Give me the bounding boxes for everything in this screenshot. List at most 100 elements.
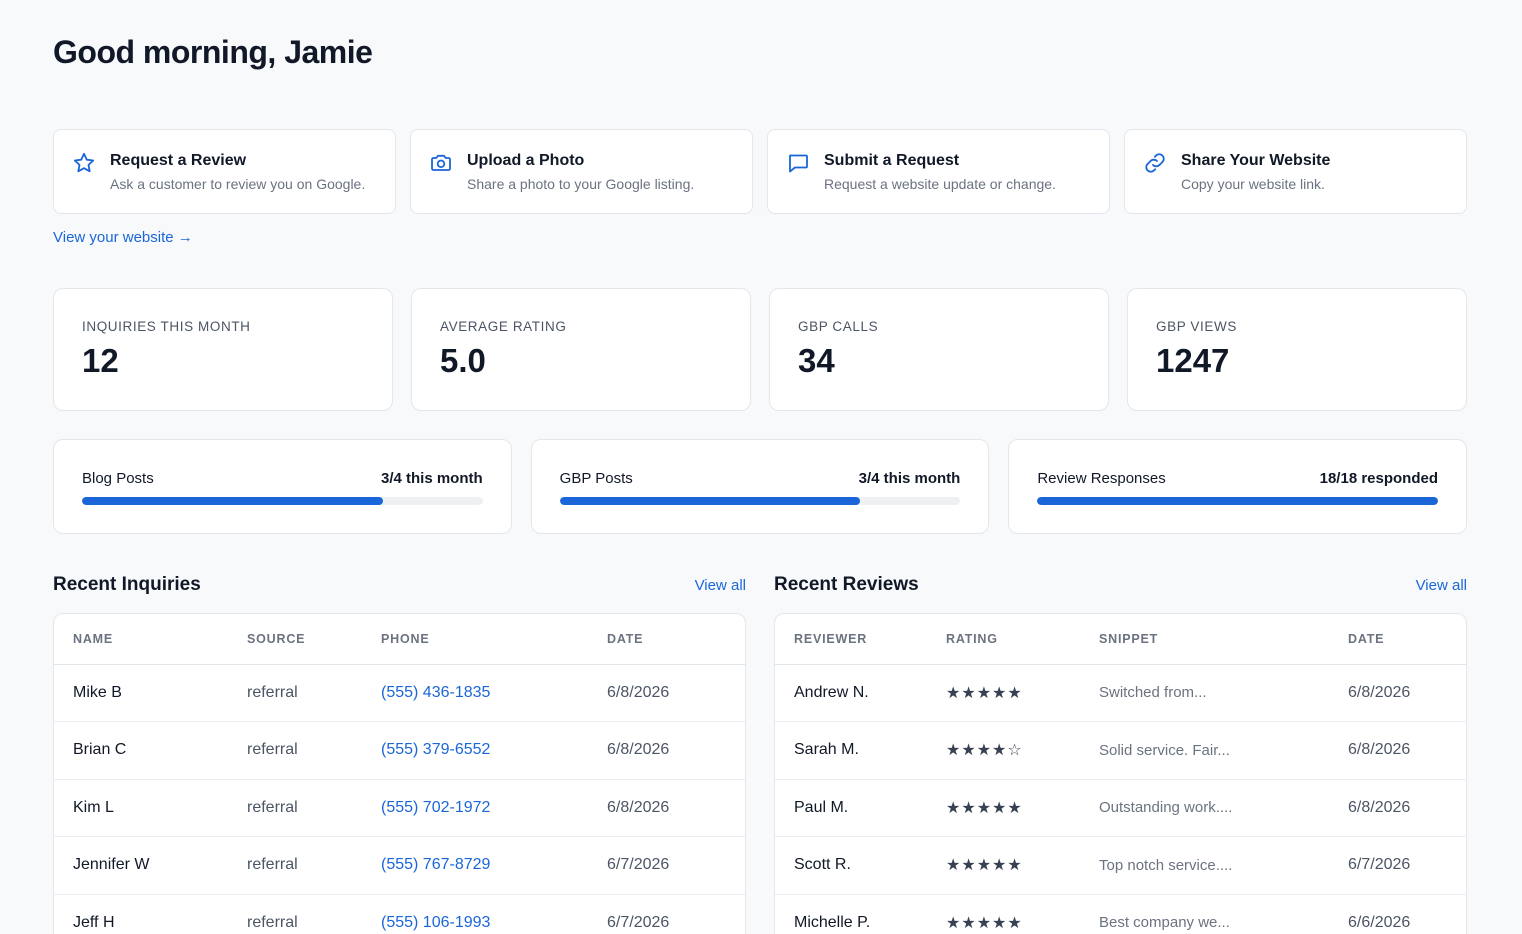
column-header: RATING [927, 614, 1080, 665]
phone-link[interactable]: (555) 379-6552 [362, 721, 588, 780]
action-subtitle: Share a photo to your Google listing. [467, 176, 695, 192]
cell-name: Jeff H [54, 894, 228, 934]
progress-label: Blog Posts [82, 470, 154, 487]
cell-reviewer: Andrew N. [775, 664, 927, 722]
table-row[interactable]: Michelle P. ★★★★★ Best company we... 6/6… [775, 894, 1466, 934]
star-icon [72, 151, 98, 177]
cell-name: Brian C [54, 721, 228, 780]
cell-date: 6/7/2026 [588, 894, 745, 934]
phone-link[interactable]: (555) 767-8729 [362, 836, 588, 895]
inquiries-header: Recent Inquiries View all [53, 574, 746, 596]
action-title: Upload a Photo [467, 152, 585, 169]
cell-source: referral [228, 721, 362, 780]
phone-link[interactable]: (555) 436-1835 [362, 664, 588, 722]
column-header: DATE [588, 614, 745, 665]
column-header: SOURCE [228, 614, 362, 665]
camera-icon [429, 151, 455, 177]
share-website-card[interactable]: Share Your Website Copy your website lin… [1124, 129, 1467, 214]
cell-source: referral [228, 836, 362, 895]
stat-label: GBP CALLS [798, 319, 879, 334]
progress-fill [559, 497, 861, 505]
table-row[interactable]: Kim L referral (555) 702-1972 6/8/2026 [54, 779, 745, 837]
column-header: NAME [54, 614, 228, 665]
cell-date: 6/8/2026 [588, 721, 745, 780]
column-header: SNIPPET [1080, 614, 1329, 665]
action-title: Share Your Website [1181, 152, 1331, 169]
table-row[interactable]: Brian C referral (555) 379-6552 6/8/2026 [54, 721, 745, 780]
cell-date: 6/7/2026 [588, 836, 745, 895]
column-header: PHONE [362, 614, 588, 665]
inquiries-view-all-link[interactable]: View all [694, 577, 746, 594]
progress-label: Review Responses [1037, 470, 1166, 487]
cell-reviewer: Sarah M. [775, 721, 927, 780]
stat-average-rating: AVERAGE RATING 5.0 [411, 288, 751, 411]
rating-stars: ★★★★★ [927, 664, 1080, 722]
link-icon [1143, 151, 1169, 177]
progress-fill [82, 497, 383, 505]
stat-value: 34 [798, 342, 835, 379]
progress-count: 18/18 responded [1319, 470, 1439, 487]
cell-snippet: Solid service. Fair... [1080, 721, 1329, 780]
submit-request-card[interactable]: Submit a Request Request a website updat… [767, 129, 1110, 214]
table-header-row: REVIEWER RATING SNIPPET DATE [775, 614, 1466, 665]
stat-label: INQUIRIES THIS MONTH [82, 319, 251, 334]
table-row[interactable]: Paul M. ★★★★★ Outstanding work.... 6/8/2… [775, 779, 1466, 837]
progress-row: Blog Posts 3/4 this month GBP Posts 3/4 … [53, 439, 1468, 534]
cell-source: referral [228, 894, 362, 934]
cell-snippet: Switched from... [1080, 664, 1329, 722]
cell-source: referral [228, 664, 362, 722]
cell-date: 6/8/2026 [1329, 721, 1466, 780]
cell-date: 6/6/2026 [1329, 894, 1466, 934]
table-row[interactable]: Scott R. ★★★★★ Top notch service.... 6/7… [775, 836, 1466, 895]
cell-reviewer: Paul M. [775, 779, 927, 837]
rating-stars: ★★★★★ [927, 779, 1080, 837]
inquiries-table: NAME SOURCE PHONE DATE Mike B referral (… [53, 613, 746, 934]
progress-track [559, 497, 961, 505]
stat-value: 12 [82, 342, 119, 379]
table-row[interactable]: Sarah M. ★★★★☆ Solid service. Fair... 6/… [775, 721, 1466, 780]
view-website-link[interactable]: View your website → [53, 229, 193, 246]
cell-reviewer: Scott R. [775, 836, 927, 895]
stat-gbp-views: GBP VIEWS 1247 [1127, 288, 1467, 411]
action-subtitle: Request a website update or change. [824, 176, 1056, 192]
stat-value: 1247 [1156, 342, 1230, 379]
stat-value: 5.0 [440, 342, 486, 379]
quick-actions: Request a Review Ask a customer to revie… [53, 129, 1467, 214]
phone-link[interactable]: (555) 106-1993 [362, 894, 588, 934]
reviews-view-all-link[interactable]: View all [1415, 577, 1467, 594]
stat-inquiries: INQUIRIES THIS MONTH 12 [53, 288, 393, 411]
request-review-card[interactable]: Request a Review Ask a customer to revie… [53, 129, 396, 214]
action-title: Request a Review [110, 152, 247, 169]
table-row[interactable]: Jeff H referral (555) 106-1993 6/7/2026 [54, 894, 745, 934]
action-subtitle: Copy your website link. [1181, 176, 1325, 192]
column-header: DATE [1329, 614, 1466, 665]
progress-gbp-posts: GBP Posts 3/4 this month [530, 439, 990, 534]
action-subtitle: Ask a customer to review you on Google. [110, 176, 366, 192]
upload-photo-card[interactable]: Upload a Photo Share a photo to your Goo… [410, 129, 753, 214]
reviews-table: REVIEWER RATING SNIPPET DATE Andrew N. ★… [774, 613, 1467, 934]
rating-stars: ★★★★☆ [927, 721, 1080, 780]
table-row[interactable]: Jennifer W referral (555) 767-8729 6/7/2… [54, 836, 745, 895]
stat-label: GBP VIEWS [1156, 319, 1237, 334]
cell-date: 6/8/2026 [588, 664, 745, 722]
rating-stars: ★★★★★ [927, 836, 1080, 895]
progress-label: GBP Posts [559, 470, 633, 487]
progress-count: 3/4 this month [858, 470, 961, 487]
cell-date: 6/8/2026 [1329, 779, 1466, 837]
reviews-header: Recent Reviews View all [774, 574, 1467, 596]
table-row[interactable]: Mike B referral (555) 436-1835 6/8/2026 [54, 664, 745, 722]
phone-link[interactable]: (555) 702-1972 [362, 779, 588, 837]
table-header-row: NAME SOURCE PHONE DATE [54, 614, 745, 665]
page-title: Good morning, Jamie [53, 34, 373, 70]
message-icon [786, 151, 812, 177]
column-header: REVIEWER [775, 614, 927, 665]
cell-snippet: Best company we... [1080, 894, 1329, 934]
progress-track [1037, 497, 1439, 505]
action-title: Submit a Request [824, 152, 960, 169]
stat-label: AVERAGE RATING [440, 319, 567, 334]
table-row[interactable]: Andrew N. ★★★★★ Switched from... 6/8/202… [775, 664, 1466, 722]
section-title: Recent Inquiries [53, 574, 201, 595]
progress-fill [1037, 497, 1439, 505]
progress-review-responses: Review Responses 18/18 responded [1008, 439, 1468, 534]
